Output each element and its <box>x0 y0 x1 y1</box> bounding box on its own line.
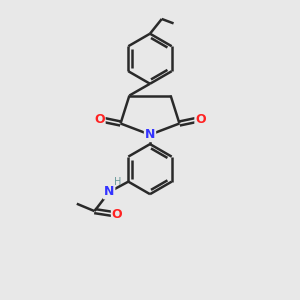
Text: N: N <box>104 185 114 199</box>
Text: O: O <box>94 112 105 126</box>
Text: N: N <box>145 128 155 141</box>
Text: H: H <box>115 177 122 187</box>
Text: O: O <box>195 112 206 126</box>
Text: O: O <box>112 208 122 220</box>
